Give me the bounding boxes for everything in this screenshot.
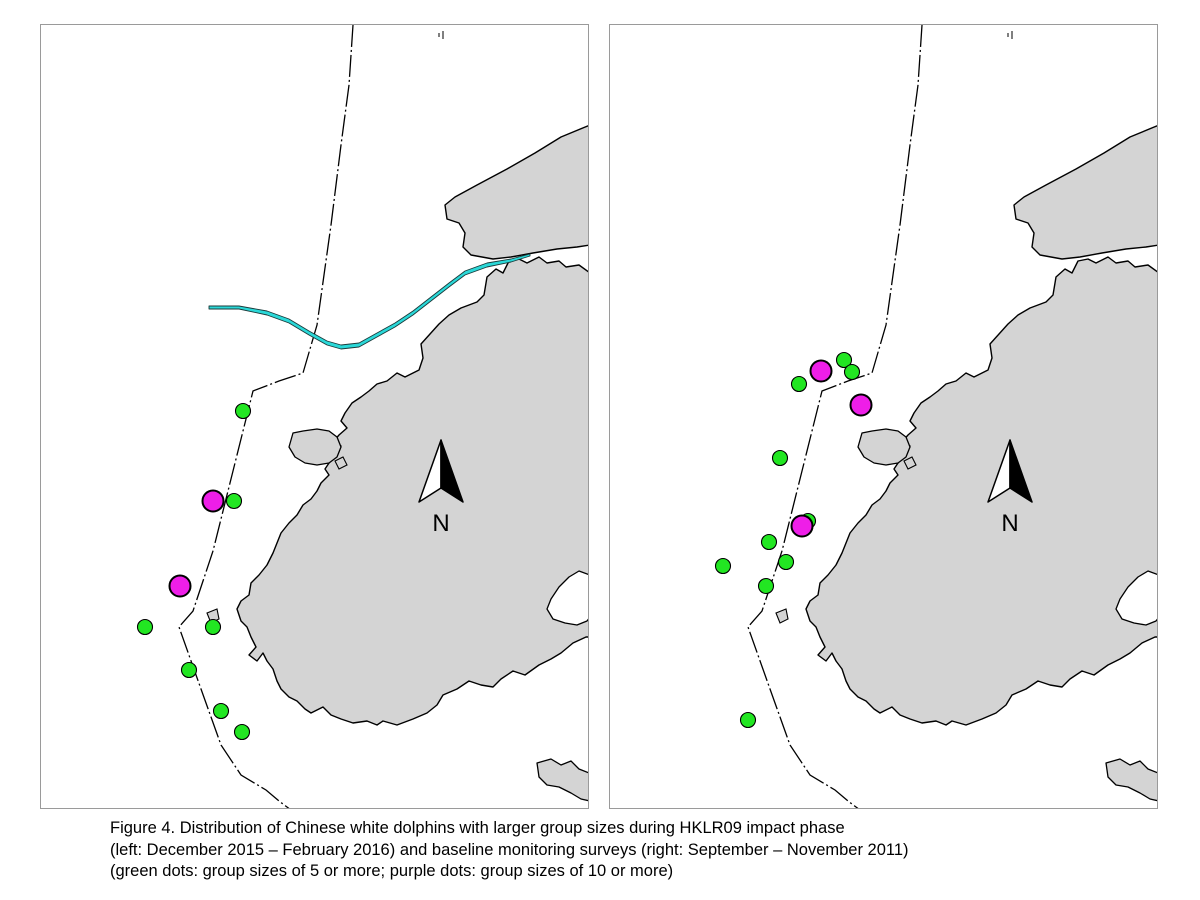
- north-arrow-icon: [987, 439, 1033, 503]
- green-dot: [843, 363, 861, 381]
- outlying-islet: [288, 428, 342, 466]
- landmass-island: [236, 256, 588, 726]
- map-layer: [747, 25, 1157, 808]
- purple-dot: [168, 574, 192, 598]
- survey-boundary-line: [747, 25, 923, 808]
- green-dot: [233, 723, 251, 741]
- green-dot: [757, 577, 775, 595]
- inland-water: [546, 570, 588, 626]
- purple-dot: [849, 393, 873, 417]
- green-dot: [777, 553, 795, 571]
- dolphin-sightings: [714, 351, 873, 729]
- green-dot: [739, 711, 757, 729]
- map-right-svg: N: [714, 25, 1157, 808]
- caption-line-1: Figure 4. Distribution of Chinese white …: [110, 819, 845, 837]
- islet: [775, 608, 789, 624]
- outlying-islet: [857, 428, 911, 466]
- islet: [334, 456, 348, 470]
- green-dot: [180, 661, 198, 679]
- islet: [206, 608, 220, 624]
- map-marker-icon: [438, 31, 444, 39]
- purple-dot: [809, 359, 833, 383]
- dolphin-sightings: [136, 402, 252, 741]
- green-dot: [790, 375, 808, 393]
- north-arrow-right-half: [440, 439, 464, 503]
- north-label: N: [1001, 510, 1018, 537]
- small-island: [1105, 758, 1157, 802]
- landmass-headland: [444, 125, 588, 260]
- map-panel-right: N: [609, 24, 1158, 809]
- bridge-alignment: [208, 253, 531, 350]
- green-dot: [760, 533, 778, 551]
- green-dot: [136, 618, 154, 636]
- figure-caption: Figure 4. Distribution of Chinese white …: [110, 818, 1190, 883]
- survey-boundary-line: [178, 25, 354, 808]
- green-dot: [714, 557, 732, 575]
- map-layer: [178, 25, 588, 808]
- purple-dot: [790, 514, 814, 538]
- north-arrow-right-half: [1009, 439, 1033, 503]
- islet: [903, 456, 917, 470]
- green-dot: [771, 449, 789, 467]
- green-dot: [225, 492, 243, 510]
- green-dot: [204, 618, 222, 636]
- caption-line-3: (green dots: group sizes of 5 or more; p…: [110, 862, 674, 880]
- north-arrow-icon: [418, 439, 464, 503]
- map-left-svg: N: [136, 25, 588, 808]
- north-label: N: [432, 510, 449, 537]
- green-dot: [212, 702, 230, 720]
- map-marker-icon: [1007, 31, 1013, 39]
- caption-line-2: (left: December 2015 – February 2016) an…: [110, 840, 909, 859]
- small-island: [536, 758, 588, 802]
- landmass-island: [805, 256, 1157, 726]
- landmass-headland: [1013, 125, 1157, 260]
- green-dot: [234, 402, 252, 420]
- purple-dot: [201, 489, 225, 513]
- inland-water: [1115, 570, 1157, 626]
- map-panel-left: N: [40, 24, 589, 809]
- green-dot: [835, 351, 853, 369]
